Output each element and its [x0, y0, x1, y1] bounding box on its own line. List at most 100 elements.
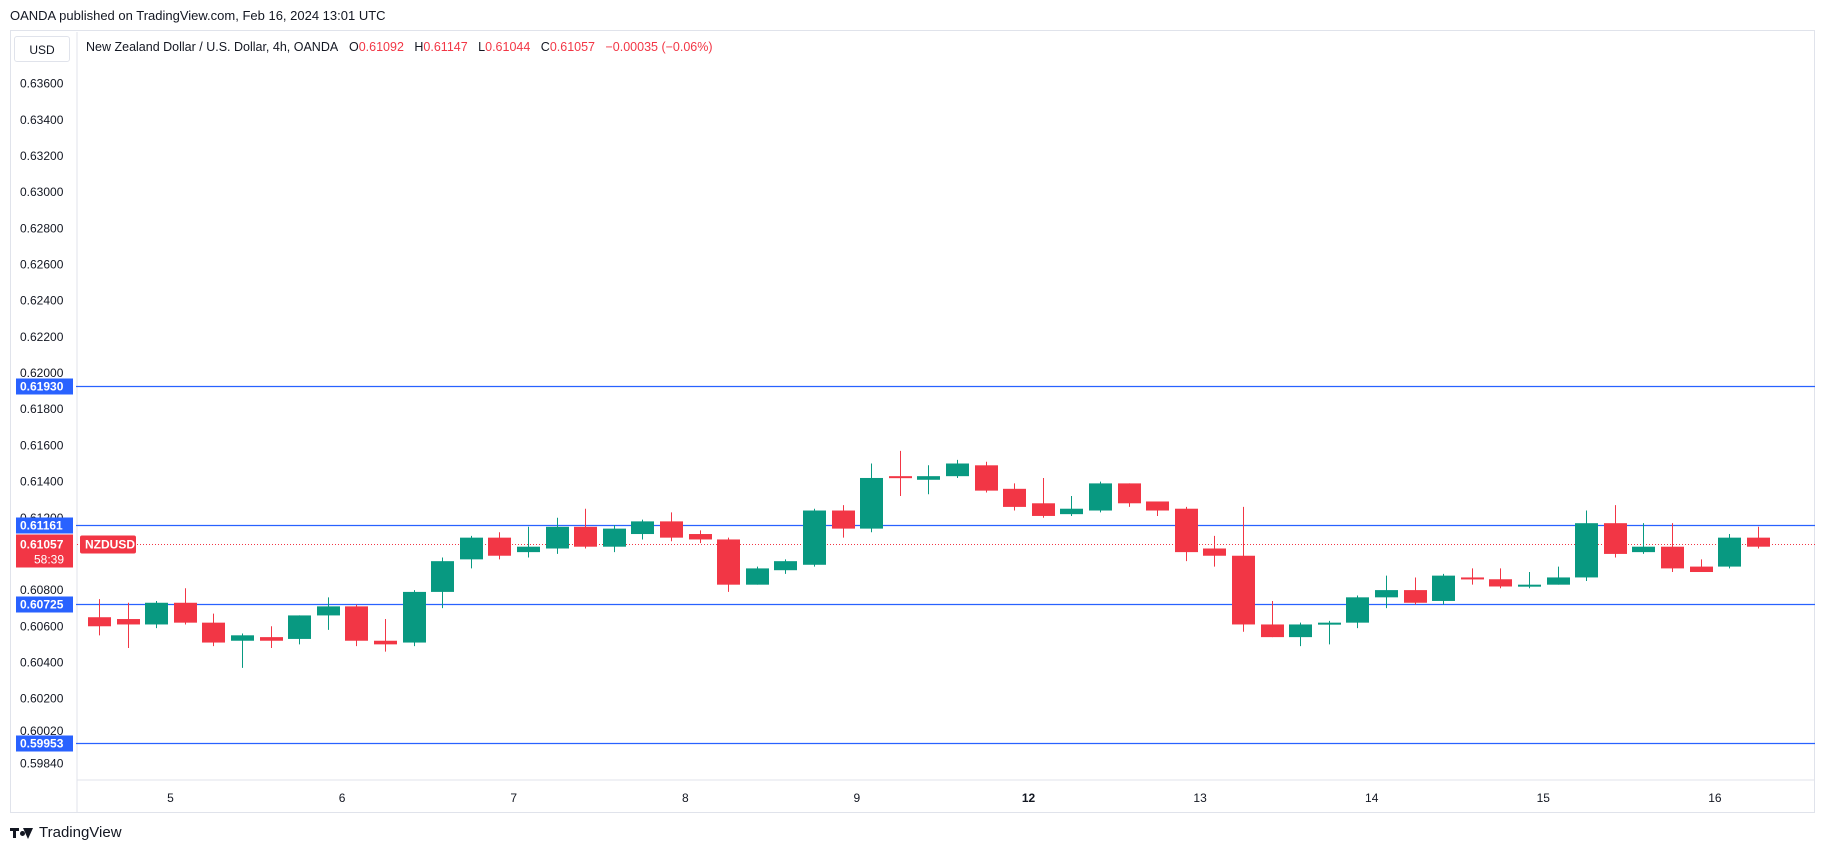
candle-body — [917, 476, 940, 480]
y-tick-label: 0.59840 — [20, 757, 64, 771]
candle-body — [317, 606, 340, 616]
candle — [317, 597, 340, 630]
candle-body — [202, 622, 225, 643]
symbol-tag — [80, 535, 136, 554]
y-tick-label: 0.63600 — [20, 77, 64, 91]
candle-body — [345, 606, 368, 641]
candle — [1575, 510, 1598, 582]
candle-body — [1718, 537, 1741, 567]
level-price-tag — [16, 596, 73, 613]
candle-body — [1261, 624, 1284, 638]
symbol-label: NZDUSD — [85, 538, 135, 552]
x-tick-label: 13 — [1193, 791, 1207, 805]
candle — [774, 559, 797, 574]
candle-body — [1203, 548, 1226, 556]
candle — [917, 465, 940, 495]
candle — [574, 508, 597, 549]
close-value: 0.61057 — [549, 40, 596, 54]
x-tick-label: 15 — [1537, 791, 1551, 805]
chart-frame — [10, 30, 1815, 813]
candle-body — [774, 561, 797, 571]
level-price-label: 0.61930 — [20, 380, 64, 394]
candle — [403, 590, 426, 647]
candle — [1089, 481, 1112, 513]
candle-body — [1032, 503, 1055, 516]
y-tick-label: 0.63000 — [20, 185, 64, 199]
candle-body — [660, 521, 683, 538]
candle-body — [803, 510, 826, 565]
y-tick-label: 0.62400 — [20, 294, 64, 308]
candle — [374, 619, 397, 652]
x-tick-label: 8 — [682, 791, 689, 805]
currency-selector-button[interactable]: USD — [14, 36, 70, 62]
candle-body — [746, 568, 769, 585]
candle — [1203, 535, 1226, 567]
candle-body — [1003, 488, 1026, 507]
y-tick-label: 0.60400 — [20, 655, 64, 669]
candle-body — [546, 526, 569, 549]
candle — [174, 588, 197, 625]
candle — [1632, 523, 1655, 554]
candle — [1661, 523, 1684, 573]
level-price-label: 0.60725 — [20, 598, 64, 612]
candle-body — [1060, 508, 1083, 515]
candle-body — [832, 510, 855, 529]
candle-body — [1318, 622, 1341, 625]
candle-body — [403, 591, 426, 643]
ohlc-legend: New Zealand Dollar / U.S. Dollar, 4h, OA… — [86, 40, 720, 54]
candle — [1489, 568, 1512, 589]
candle-body — [460, 537, 483, 560]
candle-body — [260, 637, 283, 641]
candle — [231, 633, 254, 668]
open-label: O — [348, 40, 359, 54]
candle — [1118, 483, 1141, 507]
x-tick-label: 16 — [1708, 791, 1722, 805]
candle — [689, 530, 712, 544]
candle — [1032, 477, 1055, 518]
y-tick-label: 0.60600 — [20, 619, 64, 633]
candle — [746, 566, 769, 585]
candle — [1604, 505, 1627, 558]
candle — [603, 524, 626, 553]
candle-body — [889, 476, 912, 479]
y-tick-label: 0.61600 — [20, 438, 64, 452]
candle-body — [689, 534, 712, 540]
close-label: C — [540, 40, 550, 54]
candle — [88, 599, 111, 636]
candle — [1175, 506, 1198, 562]
candle — [1404, 577, 1427, 605]
level-price-label: 0.61161 — [20, 519, 63, 533]
candle-body — [631, 521, 654, 535]
tradingview-branding[interactable]: TradingView — [10, 824, 122, 841]
candle-body — [517, 546, 540, 553]
level-price-tag — [16, 735, 73, 752]
candle-body — [117, 619, 140, 625]
candle-body — [1632, 546, 1655, 553]
candle-body — [1404, 590, 1427, 603]
candle-body — [975, 465, 998, 491]
candle — [1146, 501, 1169, 516]
candle — [1060, 496, 1083, 516]
candle-body — [374, 640, 397, 645]
candle — [889, 450, 912, 497]
candle — [1461, 568, 1484, 585]
y-tick-label: 0.62200 — [20, 330, 64, 344]
y-tick-label: 0.61400 — [20, 475, 64, 489]
candle-body — [717, 539, 740, 585]
candle-body — [288, 615, 311, 639]
candle-body — [1289, 624, 1312, 638]
candle — [717, 537, 740, 592]
candle — [803, 508, 826, 567]
last-price-tag — [16, 534, 73, 568]
change-value: −0.00035 (−0.06%) — [605, 40, 713, 54]
candle — [975, 461, 998, 493]
last-price-label: 0.61057 — [20, 538, 64, 552]
candle — [631, 519, 654, 540]
candle-body — [145, 602, 168, 625]
y-tick-label: 0.60200 — [20, 692, 64, 706]
x-tick-label: 6 — [339, 791, 346, 805]
bar-countdown-label: 58:39 — [34, 553, 64, 567]
candle-body — [1146, 501, 1169, 511]
candle — [1261, 600, 1284, 638]
